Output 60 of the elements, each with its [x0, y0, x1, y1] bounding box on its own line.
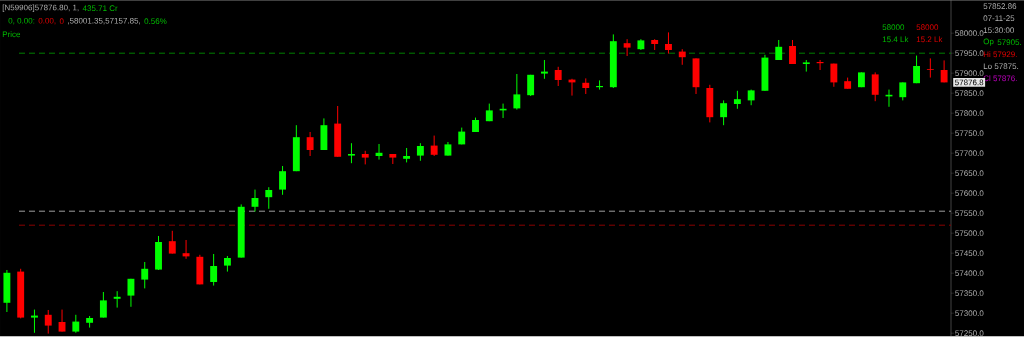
annotation: 0.56%: [144, 18, 167, 25]
annotation: 58000: [916, 24, 939, 31]
candlestick: [113, 290, 121, 309]
annotation: 58000: [882, 24, 905, 31]
candlestick: [44, 309, 52, 335]
annotation: 0.00,: [38, 18, 56, 25]
annotation: 15.2 Lk: [916, 36, 943, 43]
text: Hi 57929.: [983, 51, 1017, 58]
annotation: ,58001.35,57157.85,: [68, 18, 140, 25]
y-tick-label: 57700.0: [955, 150, 984, 157]
candlestick: [58, 309, 66, 333]
y-tick-label: 57250.0: [955, 330, 984, 337]
candlestick: [623, 38, 631, 57]
candlestick: [720, 100, 728, 126]
candlestick: [127, 278, 135, 308]
y-tick-label: 58000.0: [955, 30, 984, 37]
annotation: 0, 0.00:: [8, 18, 35, 25]
candlestick: [99, 291, 107, 319]
candlestick: [540, 59, 548, 80]
candlestick: [141, 261, 149, 290]
candlestick: [871, 72, 879, 102]
annotation: 0: [59, 18, 64, 25]
candlestick: [31, 309, 38, 334]
y-tick-label: 57400.0: [955, 270, 984, 277]
candlestick: [279, 165, 286, 196]
candlestick: [306, 131, 314, 157]
text: 57905.: [997, 39, 1022, 46]
candlestick: [926, 58, 934, 79]
y-tick-label: 57800.0: [955, 110, 984, 117]
text: 57852.86: [983, 3, 1017, 10]
candlestick: [182, 239, 190, 260]
text: 57876.8: [955, 79, 984, 86]
text: Lo 57875.: [983, 63, 1019, 70]
text: 07-11-25: [983, 15, 1015, 22]
y-tick-label: 57300.0: [955, 310, 984, 317]
y-tick-label: 57650.0: [955, 170, 984, 177]
y-tick-label: 57450.0: [955, 250, 984, 257]
annotation: [N59906]57876.80, 1,: [2, 4, 79, 13]
candlestick: [348, 142, 355, 164]
y-tick-label: 57550.0: [955, 210, 984, 217]
candlestick: [265, 186, 273, 210]
y-tick-label: 57750.0: [955, 130, 984, 137]
candlestick: [913, 55, 920, 84]
y-tick-label: 57900.0: [955, 70, 984, 77]
candlestick: [513, 73, 521, 111]
candlestick: [554, 66, 562, 87]
annotation: Price: [2, 31, 21, 38]
text: 15:30:00: [983, 27, 1015, 34]
text: Op: [983, 38, 994, 46]
y-tick-label: 57950.0: [955, 50, 984, 57]
candlestick: [665, 32, 672, 55]
y-tick-label: 57350.0: [955, 290, 984, 297]
candlestick: [168, 230, 176, 255]
candlestick: [430, 135, 438, 157]
annotation: 435.71 Cr: [82, 5, 118, 12]
y-tick-label: 57850.0: [955, 90, 984, 97]
annotation: 15.4 Lk: [882, 36, 909, 43]
y-tick-label: 57500.0: [955, 230, 984, 237]
y-tick-label: 57600.0: [955, 190, 984, 197]
candlestick: [210, 253, 218, 287]
